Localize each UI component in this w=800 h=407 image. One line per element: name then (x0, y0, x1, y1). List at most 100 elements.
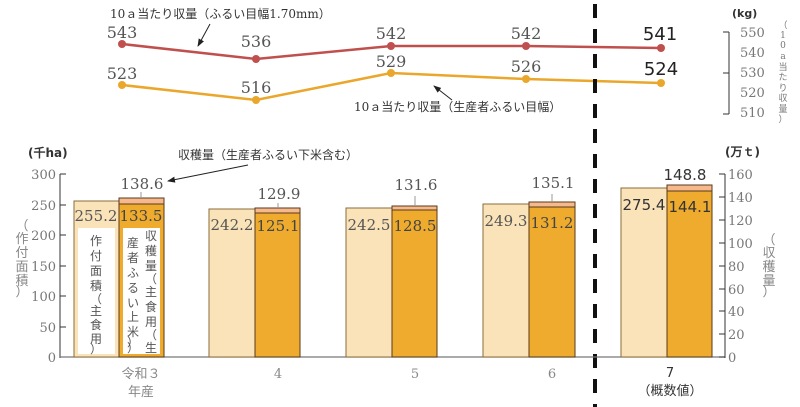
svg-text:200: 200 (31, 229, 56, 244)
yield-point-yellow (387, 69, 395, 77)
svg-text:積: 積 (15, 274, 28, 289)
svg-text:50: 50 (39, 321, 56, 336)
svg-text:た: た (778, 72, 787, 83)
svg-text:米: 米 (127, 325, 139, 339)
harvest-total-caption-arrow (167, 164, 249, 183)
x-label-r3: 令和３ (121, 367, 160, 382)
svg-text:者: 者 (127, 251, 139, 265)
svg-text:）: ） (127, 335, 139, 349)
yield-label-yellow: 523 (107, 64, 138, 83)
mini-tick-label: 510 (740, 106, 765, 121)
svg-text:）: ） (15, 285, 28, 300)
area-harvest-bar-chart: (千ha) (万ｔ) 300 250 200 150 100 50 0 （ 作 … (15, 145, 775, 400)
yield-label-yellow: 526 (511, 57, 542, 76)
svg-text:（: （ (145, 272, 157, 286)
harvest-total-bar (118, 197, 165, 205)
svg-text:当: 当 (778, 61, 787, 73)
harvest-total-bar (254, 207, 301, 214)
harvest-total-value: 131.6 (395, 176, 438, 194)
yield-label-red: 536 (241, 32, 272, 51)
harvest-value: 128.5 (394, 217, 437, 235)
line-red-caption: 10ａ当たり収量（ふるい目幅1.70mm） (110, 6, 331, 21)
svg-text:150: 150 (31, 260, 56, 275)
yield-point-red (522, 42, 530, 50)
svg-text:面: 面 (90, 264, 102, 278)
area-value: 242.2 (211, 216, 254, 234)
svg-text:0: 0 (48, 351, 56, 366)
x-label-r5: 5 (411, 367, 419, 382)
harvest-bar (666, 190, 713, 358)
svg-text:面: 面 (15, 260, 28, 275)
yield-label-yellow: 524 (644, 59, 678, 80)
svg-text:（: （ (778, 20, 787, 31)
yield-point-red (118, 40, 126, 48)
svg-text:（: （ (762, 233, 775, 248)
harvest-total-bar (391, 205, 438, 211)
svg-text:250: 250 (31, 199, 56, 214)
line-yellow-caption-arrow (433, 85, 453, 101)
svg-text:）: ） (778, 114, 787, 125)
legend-harvest-text-col1: 産 者 ふ る い 上 米 ） ） (127, 235, 139, 355)
yield-label-red: 542 (511, 24, 542, 43)
svg-text:60: 60 (728, 283, 745, 298)
svg-text:0: 0 (728, 351, 736, 366)
yield-label-red: 541 (643, 24, 677, 45)
line-red-caption-arrow (197, 23, 211, 47)
harvest-value: 131.2 (531, 214, 574, 232)
svg-text:作: 作 (90, 234, 102, 248)
svg-text:120: 120 (728, 214, 753, 229)
svg-text:140: 140 (728, 191, 753, 206)
harvest-total-bar (666, 184, 713, 192)
mini-axis-title: （ 1 0 a 当 た り 収 量 ） (778, 20, 787, 125)
svg-text:食: 食 (90, 317, 102, 332)
right-tick-labels: 160 140 120 100 80 60 40 20 0 (728, 168, 753, 366)
svg-text:（: （ (90, 292, 102, 306)
line-yellow-caption: 10ａ当たり収量（生産者ふるい目幅） (354, 99, 561, 114)
right-axis-title: （ 収 穫 量 ） (762, 233, 775, 300)
harvest-total-value: 135.1 (532, 174, 575, 192)
svg-text:生: 生 (145, 341, 157, 355)
mini-tick-label: 540 (740, 46, 765, 61)
yield-point-yellow (657, 79, 665, 87)
left-tick-labels: 300 250 200 150 100 50 0 (31, 168, 56, 366)
x-label-r4: 4 (274, 367, 282, 382)
svg-text:作: 作 (15, 232, 28, 247)
yield-line-yellow (121, 71, 662, 102)
bar-group-r5: 242.5 128.5 131.6 (345, 176, 438, 358)
area-value: 275.4 (623, 196, 666, 214)
legend-area-text: 作 付 面 積 （ 主 食 用 ） (90, 234, 102, 356)
area-bar (345, 207, 393, 358)
svg-text:300: 300 (31, 168, 56, 183)
unit-kg: (kg) (732, 7, 757, 20)
harvest-value: 133.5 (120, 207, 163, 225)
yield-point-yellow (118, 81, 126, 89)
svg-text:20: 20 (728, 328, 745, 343)
svg-text:0: 0 (780, 41, 786, 51)
harvest-total-value: 129.9 (258, 185, 301, 203)
yield-label-red: 543 (107, 23, 138, 42)
svg-text:ふ: ふ (127, 266, 139, 280)
bar-group-r6: 249.3 131.2 135.1 (482, 174, 576, 358)
svg-text:収: 収 (778, 92, 787, 104)
mini-tick-label: 550 (740, 26, 765, 41)
bar-group-r4: 242.2 125.1 129.9 (208, 185, 301, 358)
svg-text:1: 1 (780, 31, 786, 41)
yield-point-yellow (522, 75, 530, 83)
svg-text:（: （ (145, 328, 157, 342)
bar-group-r7: 275.4 144.1 148.8 (620, 166, 713, 358)
yield-point-red (252, 55, 260, 63)
svg-text:100: 100 (31, 290, 56, 305)
svg-text:量: 量 (145, 259, 157, 273)
yield-line-chart: 10ａ当たり収量（ふるい目幅1.70mm） 10ａ当たり収量（生産者ふるい目幅）… (107, 6, 788, 125)
unit-kha: (千ha) (28, 145, 68, 160)
yield-point-red (387, 42, 395, 50)
svg-text:食: 食 (145, 299, 157, 314)
yield-point-yellow (252, 96, 260, 104)
svg-text:100: 100 (728, 237, 753, 252)
bar-group-r3: 作 付 面 積 （ 主 食 用 ） 産 者 ふ る い 上 米 ） ） (73, 175, 165, 358)
svg-text:る: る (127, 281, 139, 295)
mini-tick-label: 520 (740, 86, 765, 101)
svg-text:付: 付 (90, 249, 102, 263)
harvest-bar (391, 209, 438, 358)
